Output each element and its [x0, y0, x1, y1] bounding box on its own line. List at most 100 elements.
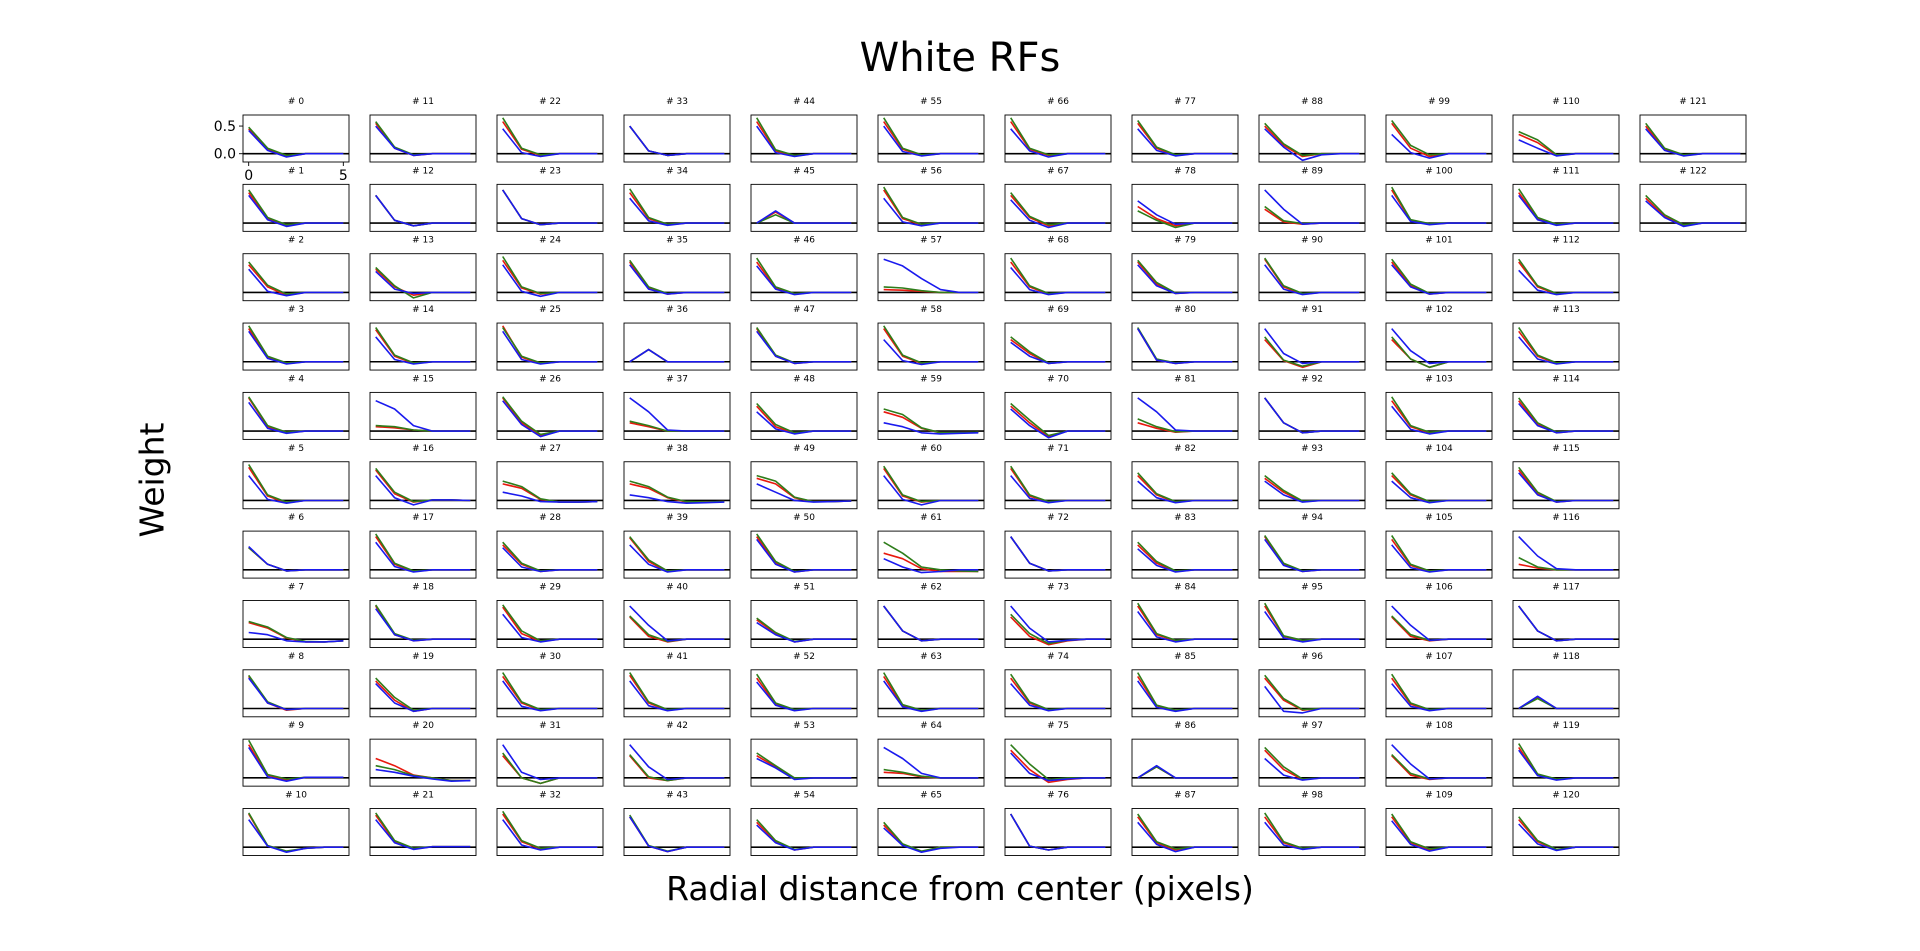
- axes-frame: [750, 391, 858, 440]
- subplot-title: # 82: [1174, 444, 1196, 454]
- axes-frame: [750, 530, 858, 579]
- subplot: # 31: [496, 721, 604, 787]
- subplot: # 68: [1004, 236, 1112, 302]
- axes-frame: [877, 669, 985, 718]
- series-line-green: [1518, 556, 1614, 571]
- subplot-title: # 20: [412, 721, 434, 731]
- series-line-green: [1264, 205, 1360, 225]
- series-line-green: [1137, 602, 1233, 642]
- series-line-red: [756, 328, 852, 365]
- series-line-green: [1010, 192, 1106, 226]
- series-line-green: [1645, 122, 1741, 156]
- subplot: # 56: [877, 166, 985, 232]
- series-line-green: [1518, 188, 1614, 225]
- series-line-blue: [1518, 336, 1614, 365]
- subplot-title: # 9: [288, 721, 304, 731]
- series-line-blue: [1391, 544, 1487, 573]
- axes-frame: [623, 322, 731, 371]
- series-line-red: [502, 397, 598, 437]
- series-line-red: [1391, 189, 1487, 225]
- subplot: # 101: [1385, 236, 1493, 302]
- series-line-blue: [1264, 328, 1360, 365]
- axes-frame: [1512, 600, 1620, 648]
- series-line-blue: [756, 824, 852, 851]
- series-line-red: [883, 189, 979, 226]
- series-line-blue: [502, 400, 598, 438]
- subplot: # 23: [496, 166, 604, 232]
- series-line-blue: [1010, 536, 1106, 572]
- subplot: # 9: [242, 721, 350, 787]
- subplot: # 7: [242, 582, 350, 648]
- series-line-red: [1264, 477, 1360, 503]
- subplot: # 17: [369, 513, 477, 579]
- axes-frame: [1512, 461, 1620, 510]
- series-line-green: [756, 819, 852, 851]
- axes-frame: [1131, 461, 1239, 510]
- axes-frame: [750, 461, 858, 510]
- subplot: # 36: [623, 305, 731, 371]
- subplot: # 14: [369, 305, 477, 371]
- subplot: # 78: [1131, 166, 1239, 232]
- subplot-title: # 122: [1679, 166, 1707, 176]
- axes-frame: [1258, 808, 1366, 856]
- series-line-blue: [248, 129, 344, 158]
- axes-frame: [1258, 669, 1366, 718]
- series-line-blue: [883, 197, 979, 227]
- series-line-blue: [1645, 200, 1741, 228]
- subplot-title: # 30: [539, 652, 561, 662]
- axes-frame: [623, 461, 731, 510]
- series-line-blue: [375, 819, 471, 851]
- series-line-green: [1010, 813, 1106, 851]
- series-line-red: [883, 328, 979, 365]
- subplot: # 51: [750, 582, 858, 648]
- subplot: # 29: [496, 582, 604, 648]
- subplot-title: # 48: [793, 374, 815, 384]
- subplot: # 106: [1385, 582, 1493, 648]
- subplot-title: # 97: [1301, 721, 1323, 731]
- subplot: # 15: [369, 374, 477, 440]
- series-line-blue: [1010, 475, 1106, 504]
- series-line-red: [502, 121, 598, 157]
- subplot-title: # 103: [1425, 374, 1453, 384]
- series-line-red: [1391, 400, 1487, 434]
- series-line-green: [375, 327, 471, 364]
- series-line-blue: [629, 397, 725, 432]
- subplot-title: # 55: [920, 97, 942, 107]
- subplot: # 18: [369, 582, 477, 648]
- subplot: # 52: [750, 652, 858, 718]
- series-line-blue: [756, 681, 852, 712]
- series-line-green: [629, 188, 725, 225]
- subplot: # 42: [623, 721, 731, 787]
- subplot-title: # 100: [1425, 166, 1453, 176]
- series-line-green: [1010, 117, 1106, 156]
- subplot-title: # 31: [539, 721, 561, 731]
- subplot: # 11: [369, 97, 477, 163]
- subplot: # 44: [750, 97, 858, 163]
- series-line-blue: [248, 819, 344, 854]
- series-line-green: [629, 348, 725, 363]
- series-line-blue: [248, 677, 344, 711]
- series-line-green: [248, 396, 344, 434]
- subplot: # 112: [1512, 236, 1620, 302]
- series-line-green: [248, 189, 344, 226]
- axes-frame: [1512, 253, 1620, 302]
- series-line-red: [502, 813, 598, 850]
- subplot-title: # 33: [666, 97, 688, 107]
- subplot-title: # 59: [920, 374, 942, 384]
- axes-frame: [1385, 461, 1493, 510]
- axes-frame: [369, 183, 477, 232]
- axes-frame: [1258, 738, 1366, 787]
- subplot-title: # 83: [1174, 513, 1196, 523]
- axes-frame: [1258, 253, 1366, 302]
- series-line-blue: [502, 547, 598, 573]
- series-line-blue: [883, 557, 979, 574]
- axes-frame: [1385, 530, 1493, 579]
- series-line-blue: [629, 605, 725, 642]
- series-line-red: [502, 259, 598, 295]
- axes-frame: [369, 322, 477, 371]
- subplot-title: # 35: [666, 236, 688, 246]
- subplot-title: # 94: [1301, 513, 1323, 523]
- subplot-title: # 42: [666, 721, 688, 731]
- series-line-blue: [375, 683, 471, 713]
- series-line-green: [1391, 186, 1487, 225]
